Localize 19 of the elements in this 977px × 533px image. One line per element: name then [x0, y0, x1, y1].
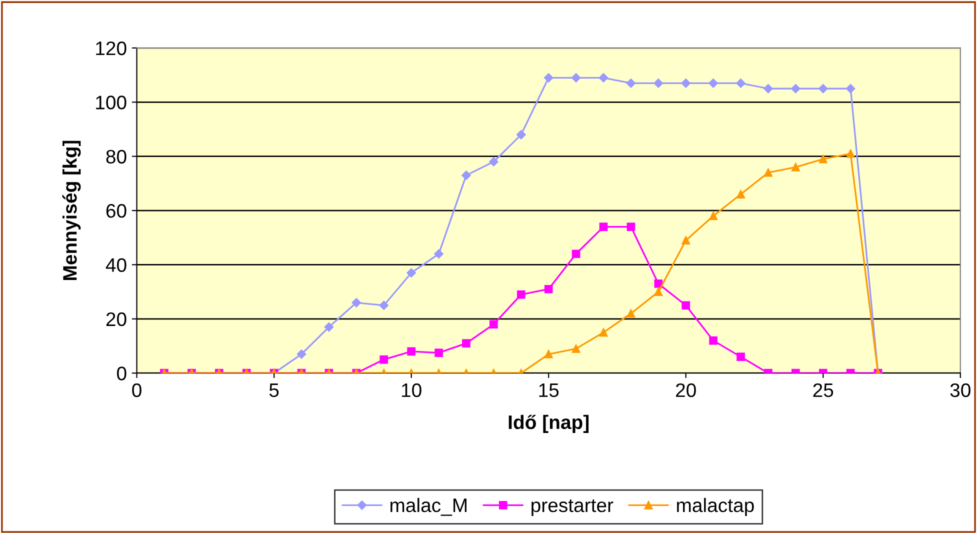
y-tick-label: 100 [96, 96, 126, 110]
x-tick-label: 25 [813, 383, 834, 398]
legend-label: malactap [677, 498, 754, 516]
x-tick-label: 0 [132, 383, 142, 398]
y-tick-label: 40 [106, 258, 126, 272]
x-axis-title: Idő [nap] [508, 414, 589, 433]
y-tick-label: 120 [96, 41, 126, 56]
x-tick-label: 15 [539, 384, 559, 398]
legend-label: malac_M [390, 498, 466, 516]
x-tick-label: 20 [676, 383, 696, 398]
x-tick-label: 5 [269, 384, 279, 398]
y-tick-label: 0 [117, 366, 126, 380]
y-tick-label: 60 [106, 204, 126, 218]
x-tick-label: 10 [402, 383, 422, 398]
legend-label: prestarter [532, 499, 614, 516]
y-tick-label: 80 [106, 150, 126, 164]
x-tick-label: 30 [950, 383, 970, 398]
y-axis-title: Mennyiség [kg] [62, 140, 81, 280]
y-tick-label: 20 [106, 312, 126, 326]
